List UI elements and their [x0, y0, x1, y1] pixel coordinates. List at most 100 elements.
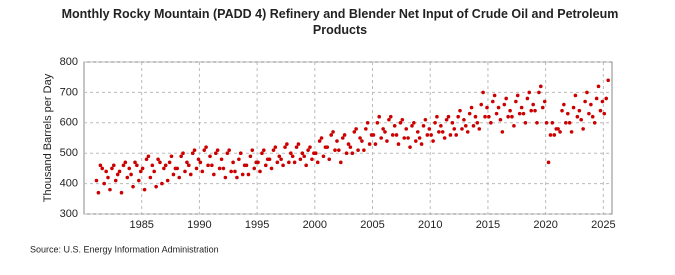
x-tick-label: 2025: [591, 219, 615, 231]
data-point: [498, 117, 503, 122]
data-point: [452, 127, 457, 131]
data-point: [235, 175, 239, 180]
data-point: [517, 111, 522, 116]
data-point: [165, 178, 170, 183]
data-point: [508, 108, 512, 113]
x-tick-label: 1995: [245, 219, 269, 231]
data-point: [190, 151, 195, 155]
data-point: [102, 181, 106, 186]
data-point: [542, 99, 547, 104]
data-point: [319, 136, 324, 140]
data-point: [271, 148, 276, 152]
data-point: [204, 145, 208, 149]
data-point: [487, 114, 491, 119]
y-tick-label: 500: [60, 147, 78, 159]
data-point: [396, 142, 401, 146]
data-point: [606, 78, 610, 83]
data-point: [442, 136, 447, 140]
data-point: [521, 111, 526, 116]
data-point: [225, 151, 230, 155]
data-point: [217, 166, 222, 171]
data-point: [317, 139, 322, 143]
data-point: [200, 169, 205, 174]
data-point: [375, 121, 380, 125]
x-tick-label: 2010: [418, 219, 442, 231]
data-point: [338, 160, 343, 165]
data-point: [558, 130, 562, 134]
data-point: [96, 190, 101, 195]
data-point: [548, 133, 553, 137]
x-tick-label: 2020: [533, 219, 557, 231]
data-point: [252, 166, 257, 171]
data-point: [310, 157, 314, 162]
x-tick-label: 2005: [360, 219, 384, 231]
y-tick-label: 700: [60, 86, 78, 98]
data-point: [540, 105, 545, 110]
data-point: [381, 127, 385, 131]
chart-title: Monthly Rocky Mountain (PADD 4) Refinery…: [62, 7, 619, 37]
data-point: [519, 105, 524, 110]
data-point: [569, 130, 574, 134]
data-point: [544, 121, 549, 125]
data-point: [404, 127, 409, 131]
data-point: [160, 181, 164, 186]
data-point: [344, 151, 349, 155]
data-point: [385, 139, 389, 143]
data-point: [331, 130, 335, 134]
data-point: [379, 136, 383, 140]
x-tick-label: 2015: [476, 219, 500, 231]
data-point: [233, 169, 237, 174]
data-point: [362, 148, 366, 152]
data-point: [262, 148, 266, 152]
y-tick-label: 600: [60, 117, 78, 129]
data-point: [412, 121, 416, 125]
data-point: [537, 90, 541, 95]
data-point: [421, 124, 426, 128]
data-point: [100, 166, 105, 171]
data-point: [538, 84, 543, 89]
data-point: [292, 160, 297, 165]
data-point: [390, 133, 395, 137]
data-point: [188, 172, 193, 177]
data-point: [140, 166, 145, 171]
data-point: [346, 142, 351, 146]
data-point: [221, 166, 226, 171]
data-point: [435, 114, 439, 119]
plot-frame: [83, 61, 613, 215]
data-point: [523, 121, 528, 125]
data-point: [360, 139, 364, 143]
data-point: [315, 160, 320, 165]
data-point: [186, 163, 191, 168]
data-point: [231, 160, 235, 165]
data-point: [238, 151, 243, 155]
data-point: [494, 111, 499, 116]
data-point: [185, 160, 189, 165]
data-point: [562, 102, 566, 107]
data-point: [587, 111, 591, 116]
data-point: [458, 108, 462, 113]
data-point: [419, 142, 424, 146]
data-point: [256, 160, 260, 165]
data-point: [208, 154, 212, 159]
data-point: [583, 99, 587, 104]
data-point: [471, 124, 476, 128]
data-point: [156, 157, 160, 162]
y-tick-label: 300: [60, 208, 78, 220]
data-point: [148, 175, 153, 180]
data-point: [127, 166, 132, 171]
data-point: [244, 163, 249, 168]
data-point: [123, 160, 128, 165]
data-point: [414, 139, 418, 143]
data-point: [535, 121, 539, 125]
data-point: [529, 108, 534, 113]
data-point: [133, 160, 137, 165]
x-tick-label: 1990: [187, 219, 211, 231]
data-point: [475, 121, 480, 125]
data-point: [575, 114, 580, 119]
data-point: [129, 172, 133, 177]
data-point: [250, 148, 255, 152]
data-point: [515, 93, 520, 98]
data-point: [448, 133, 453, 137]
data-point: [492, 93, 497, 98]
